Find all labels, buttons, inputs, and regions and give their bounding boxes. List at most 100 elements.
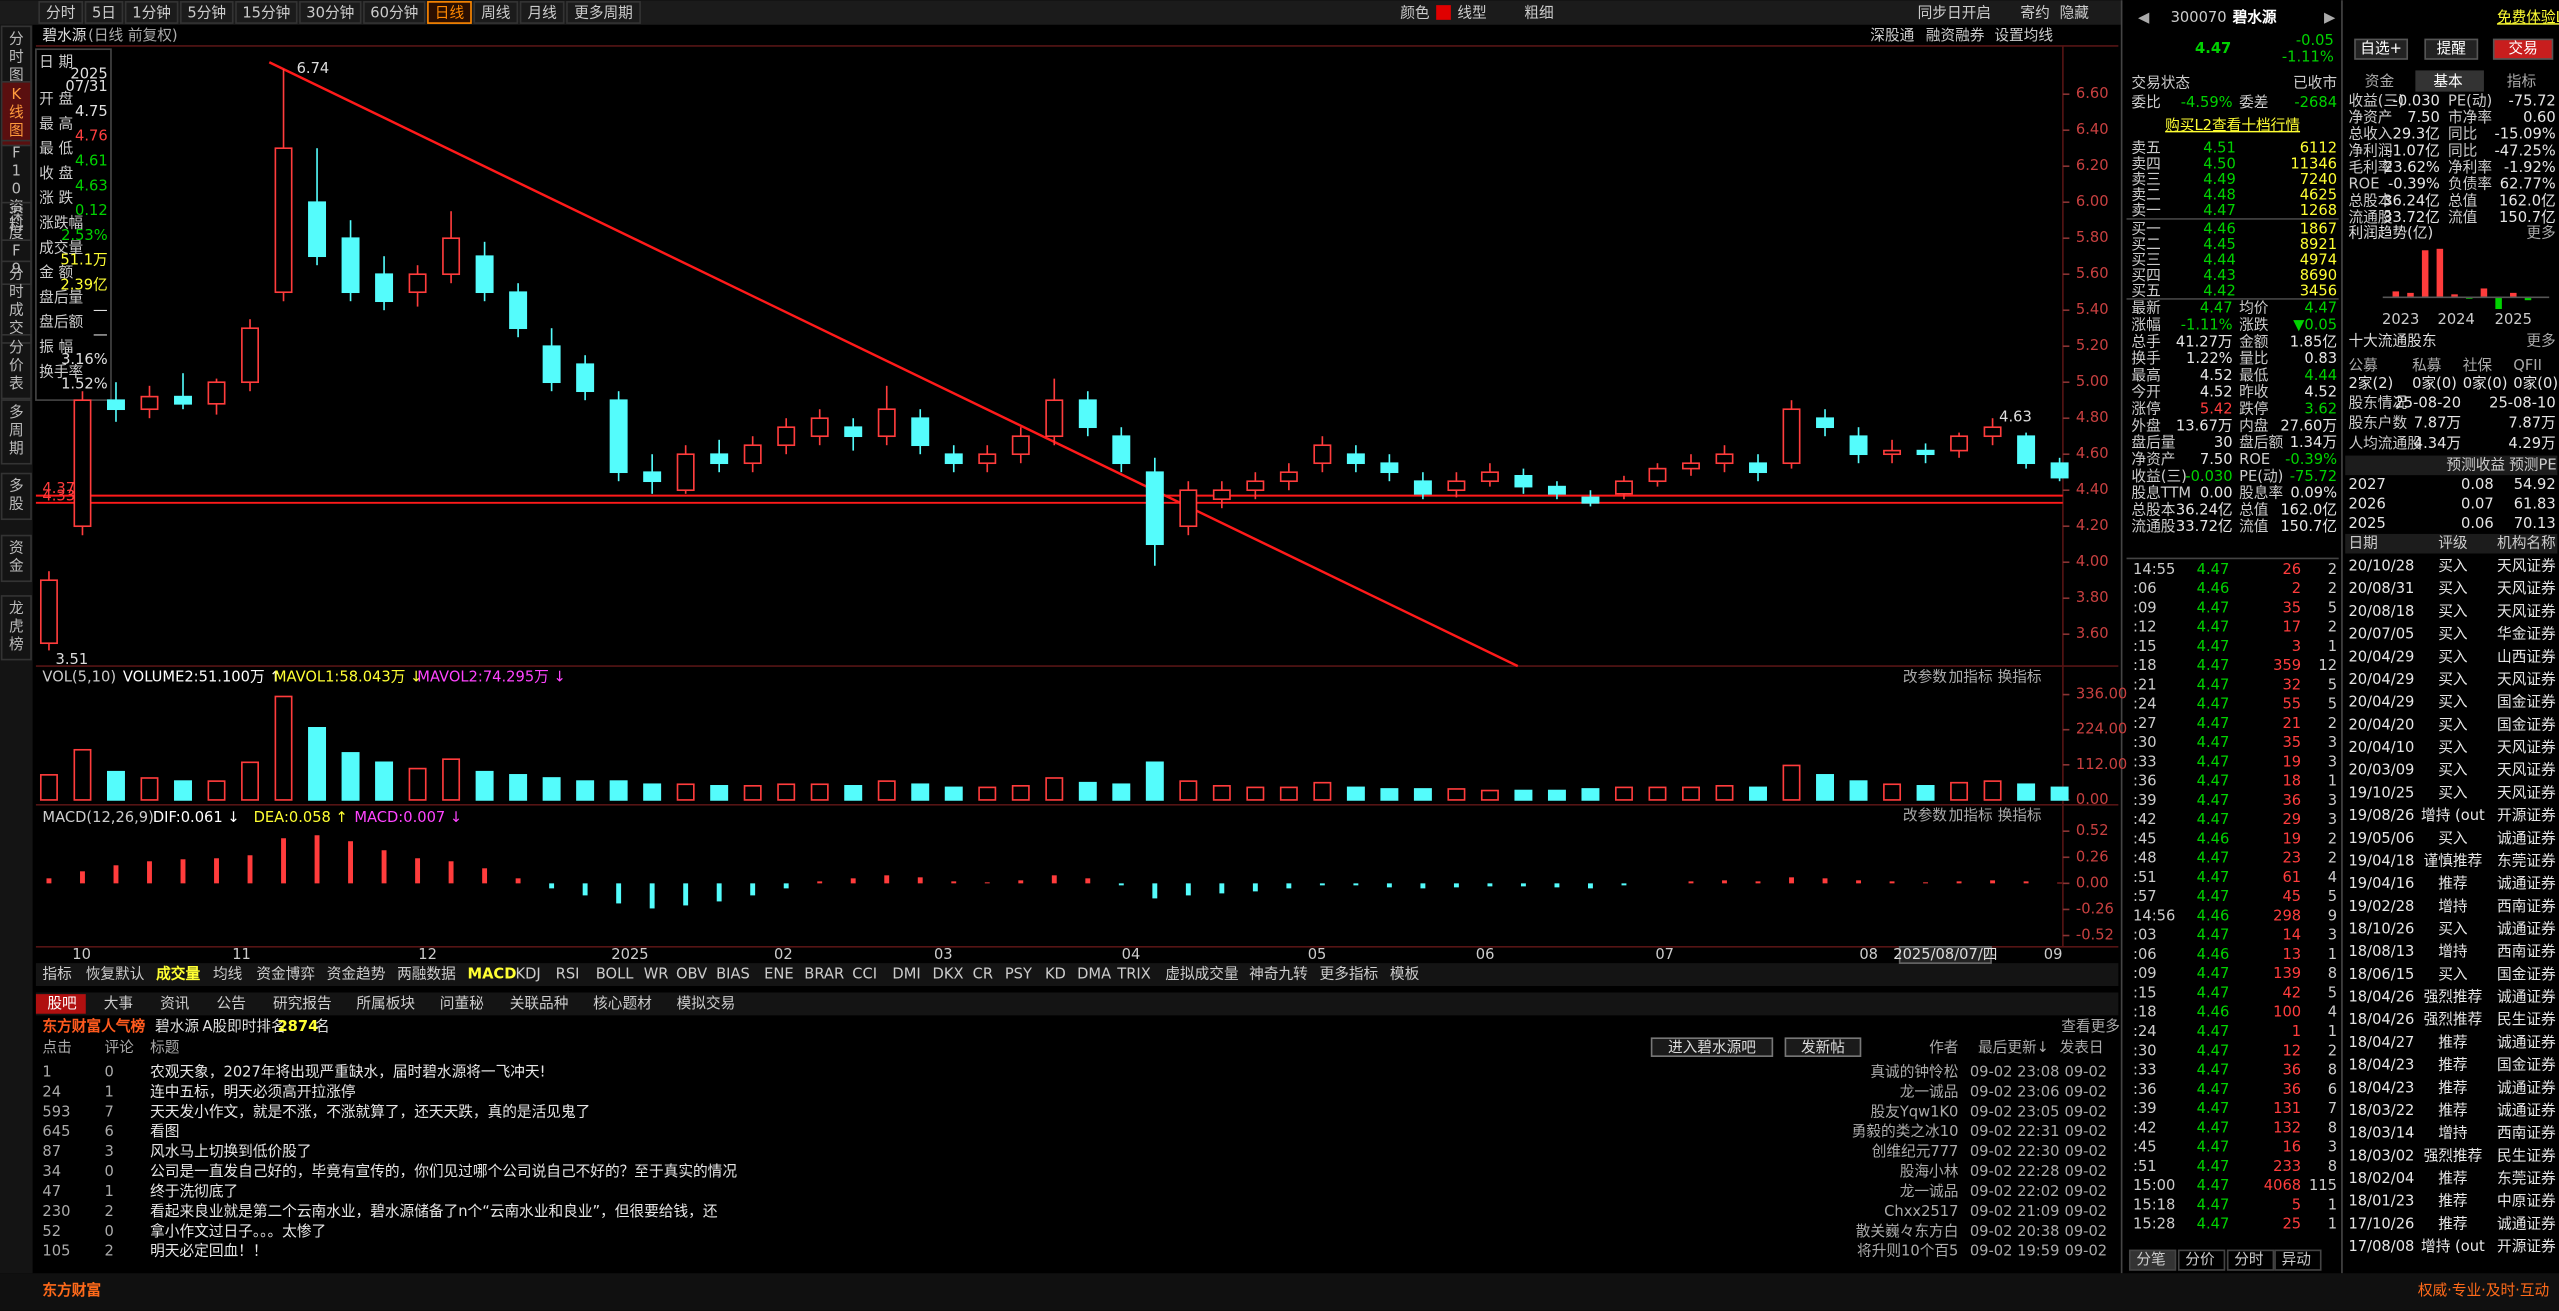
- side-label[interactable]: F: [12, 145, 20, 162]
- forum-tab[interactable]: [35, 994, 86, 1014]
- period-tab[interactable]: [124, 1, 179, 24]
- forum-button-label[interactable]: 进入碧水源吧: [1668, 1039, 1756, 1056]
- prev-arrow[interactable]: ◀: [2138, 9, 2150, 26]
- tool-label[interactable]: 隐藏: [2060, 4, 2090, 21]
- detail-tab[interactable]: [2226, 1249, 2275, 1271]
- l2-trial[interactable]: 免费体验L2行情: [2497, 9, 2559, 26]
- period-tab[interactable]: [299, 1, 362, 24]
- side-label[interactable]: 多: [9, 404, 24, 421]
- side-tab[interactable]: [0, 81, 32, 147]
- period-tab[interactable]: [38, 1, 84, 24]
- side-label[interactable]: 金: [9, 558, 24, 575]
- side-label[interactable]: 分: [9, 30, 24, 47]
- post-title[interactable]: 拿小作文过日子。。。太惨了: [150, 1222, 326, 1240]
- post-title[interactable]: 终于洗彻底了: [150, 1183, 238, 1200]
- indicator-tab[interactable]: BRAR: [804, 966, 844, 983]
- side-label[interactable]: 虎: [9, 618, 24, 635]
- indicator-tab[interactable]: DMI: [892, 966, 920, 983]
- period-label[interactable]: 15分钟: [242, 4, 290, 21]
- indicator-tab[interactable]: CCI: [852, 966, 877, 983]
- forum-tab-label[interactable]: 问董秘: [440, 995, 484, 1012]
- period-label[interactable]: 更多周期: [574, 4, 633, 21]
- indicator-tab[interactable]: 指标: [42, 966, 72, 983]
- indicator-tab[interactable]: 资金博弈: [256, 966, 315, 983]
- detail-tab-label[interactable]: 分价: [2185, 1251, 2215, 1268]
- side-label[interactable]: 成: [9, 301, 24, 318]
- indicator-tab[interactable]: KD: [1045, 966, 1066, 983]
- tool-label[interactable]: 颜色: [1400, 4, 1430, 21]
- side-label[interactable]: 0: [12, 181, 21, 198]
- next-arrow[interactable]: ▶: [2324, 9, 2336, 26]
- forum-tab-label[interactable]: 公告: [217, 995, 246, 1012]
- indicator-tab[interactable]: ENE: [764, 966, 794, 983]
- more-link[interactable]: 查看更多: [2061, 1018, 2120, 1035]
- more-link[interactable]: 更多: [2526, 332, 2555, 349]
- indicator-tab[interactable]: 虚拟成交量: [1165, 965, 1239, 983]
- period-label[interactable]: 月线: [527, 4, 557, 21]
- indicator-tab[interactable]: 更多指标: [1320, 966, 1379, 983]
- period-label[interactable]: 5分钟: [187, 4, 226, 21]
- pane-button[interactable]: 加指标: [1949, 669, 1993, 686]
- forum-tab-label[interactable]: 研究报告: [273, 995, 332, 1012]
- indicator-tab[interactable]: DMA: [1077, 966, 1111, 983]
- period-tab[interactable]: [180, 1, 234, 24]
- side-label[interactable]: 料: [9, 216, 24, 233]
- indicator-tab[interactable]: 模板: [1390, 965, 1420, 983]
- indicator-tab[interactable]: OBV: [676, 966, 707, 983]
- side-label[interactable]: 时: [9, 283, 24, 300]
- forum-tab-label[interactable]: 股吧: [47, 995, 77, 1012]
- forum-tab-label[interactable]: 所属板块: [356, 994, 415, 1012]
- period-label[interactable]: 30分钟: [306, 4, 354, 21]
- period-tab[interactable]: [566, 1, 641, 24]
- tool-label[interactable]: 同步日开启: [1918, 4, 1991, 21]
- forum-button[interactable]: [1650, 1037, 1774, 1057]
- detail-tab[interactable]: [2274, 1249, 2322, 1271]
- detail-tab-label[interactable]: 分笔: [2136, 1251, 2165, 1268]
- side-tab[interactable]: [0, 595, 32, 661]
- forum-tab-label[interactable]: 模拟交易: [677, 994, 736, 1012]
- indicator-tab[interactable]: CR: [973, 966, 993, 983]
- indicator-tab[interactable]: 恢复默认: [86, 965, 145, 983]
- post-title[interactable]: 连中五标，明天必须高开拉涨停: [150, 1083, 355, 1100]
- indicator-tab[interactable]: MACD: [467, 966, 516, 983]
- indicator-tab[interactable]: 两融数据: [397, 966, 456, 983]
- side-tab[interactable]: [0, 201, 32, 286]
- color-swatch[interactable]: [1436, 5, 1451, 20]
- side-label[interactable]: 股: [9, 496, 24, 513]
- pane-button[interactable]: 换指标: [1998, 807, 2042, 824]
- post-title[interactable]: 天天发小作文，就是不涨，不涨就算了，还天天跌，真的是活见鬼了: [150, 1102, 590, 1120]
- action-button[interactable]: [2354, 38, 2409, 60]
- side-label[interactable]: 图: [9, 66, 24, 83]
- action-button[interactable]: [2492, 38, 2554, 60]
- forum-tab-label[interactable]: 资讯: [160, 995, 190, 1012]
- indicator-tab[interactable]: WR: [644, 966, 669, 983]
- action-button[interactable]: [2424, 38, 2479, 60]
- indicator-tab[interactable]: DKX: [933, 966, 964, 983]
- post-title[interactable]: 风水马上切换到低价股了: [150, 1143, 311, 1160]
- tool-label[interactable]: 粗细: [1524, 4, 1553, 21]
- tool-label[interactable]: 寄约: [2020, 3, 2049, 21]
- detail-tab-label[interactable]: 异动: [2282, 1251, 2311, 1268]
- action-label[interactable]: 提醒: [2437, 40, 2467, 57]
- indicator-tab[interactable]: RSI: [556, 966, 580, 983]
- side-label[interactable]: 分: [9, 265, 24, 282]
- period-label[interactable]: 5日: [92, 4, 116, 21]
- side-label[interactable]: 价: [9, 357, 24, 374]
- period-tab[interactable]: [519, 1, 565, 24]
- side-label[interactable]: 深: [9, 207, 24, 224]
- side-label[interactable]: 交: [9, 318, 24, 336]
- side-label[interactable]: 线: [9, 104, 24, 121]
- post-title[interactable]: 看图: [150, 1123, 179, 1140]
- side-label[interactable]: 图: [9, 122, 24, 139]
- detail-tab[interactable]: [2128, 1249, 2177, 1271]
- side-label[interactable]: 多: [9, 478, 24, 495]
- period-tab[interactable]: [363, 1, 426, 24]
- side-label[interactable]: K: [12, 86, 22, 103]
- action-label[interactable]: 交易: [2508, 39, 2537, 57]
- side-label[interactable]: 分: [9, 339, 24, 356]
- chart-link[interactable]: 深股通: [1870, 27, 1914, 44]
- pane-button[interactable]: 换指标: [1998, 669, 2042, 686]
- post-title[interactable]: 农观天象，2027年将出现严重缺水，届时碧水源将一飞冲天!: [150, 1063, 545, 1080]
- profile-tab[interactable]: 基本: [2433, 73, 2463, 90]
- indicator-tab[interactable]: PSY: [1005, 966, 1032, 983]
